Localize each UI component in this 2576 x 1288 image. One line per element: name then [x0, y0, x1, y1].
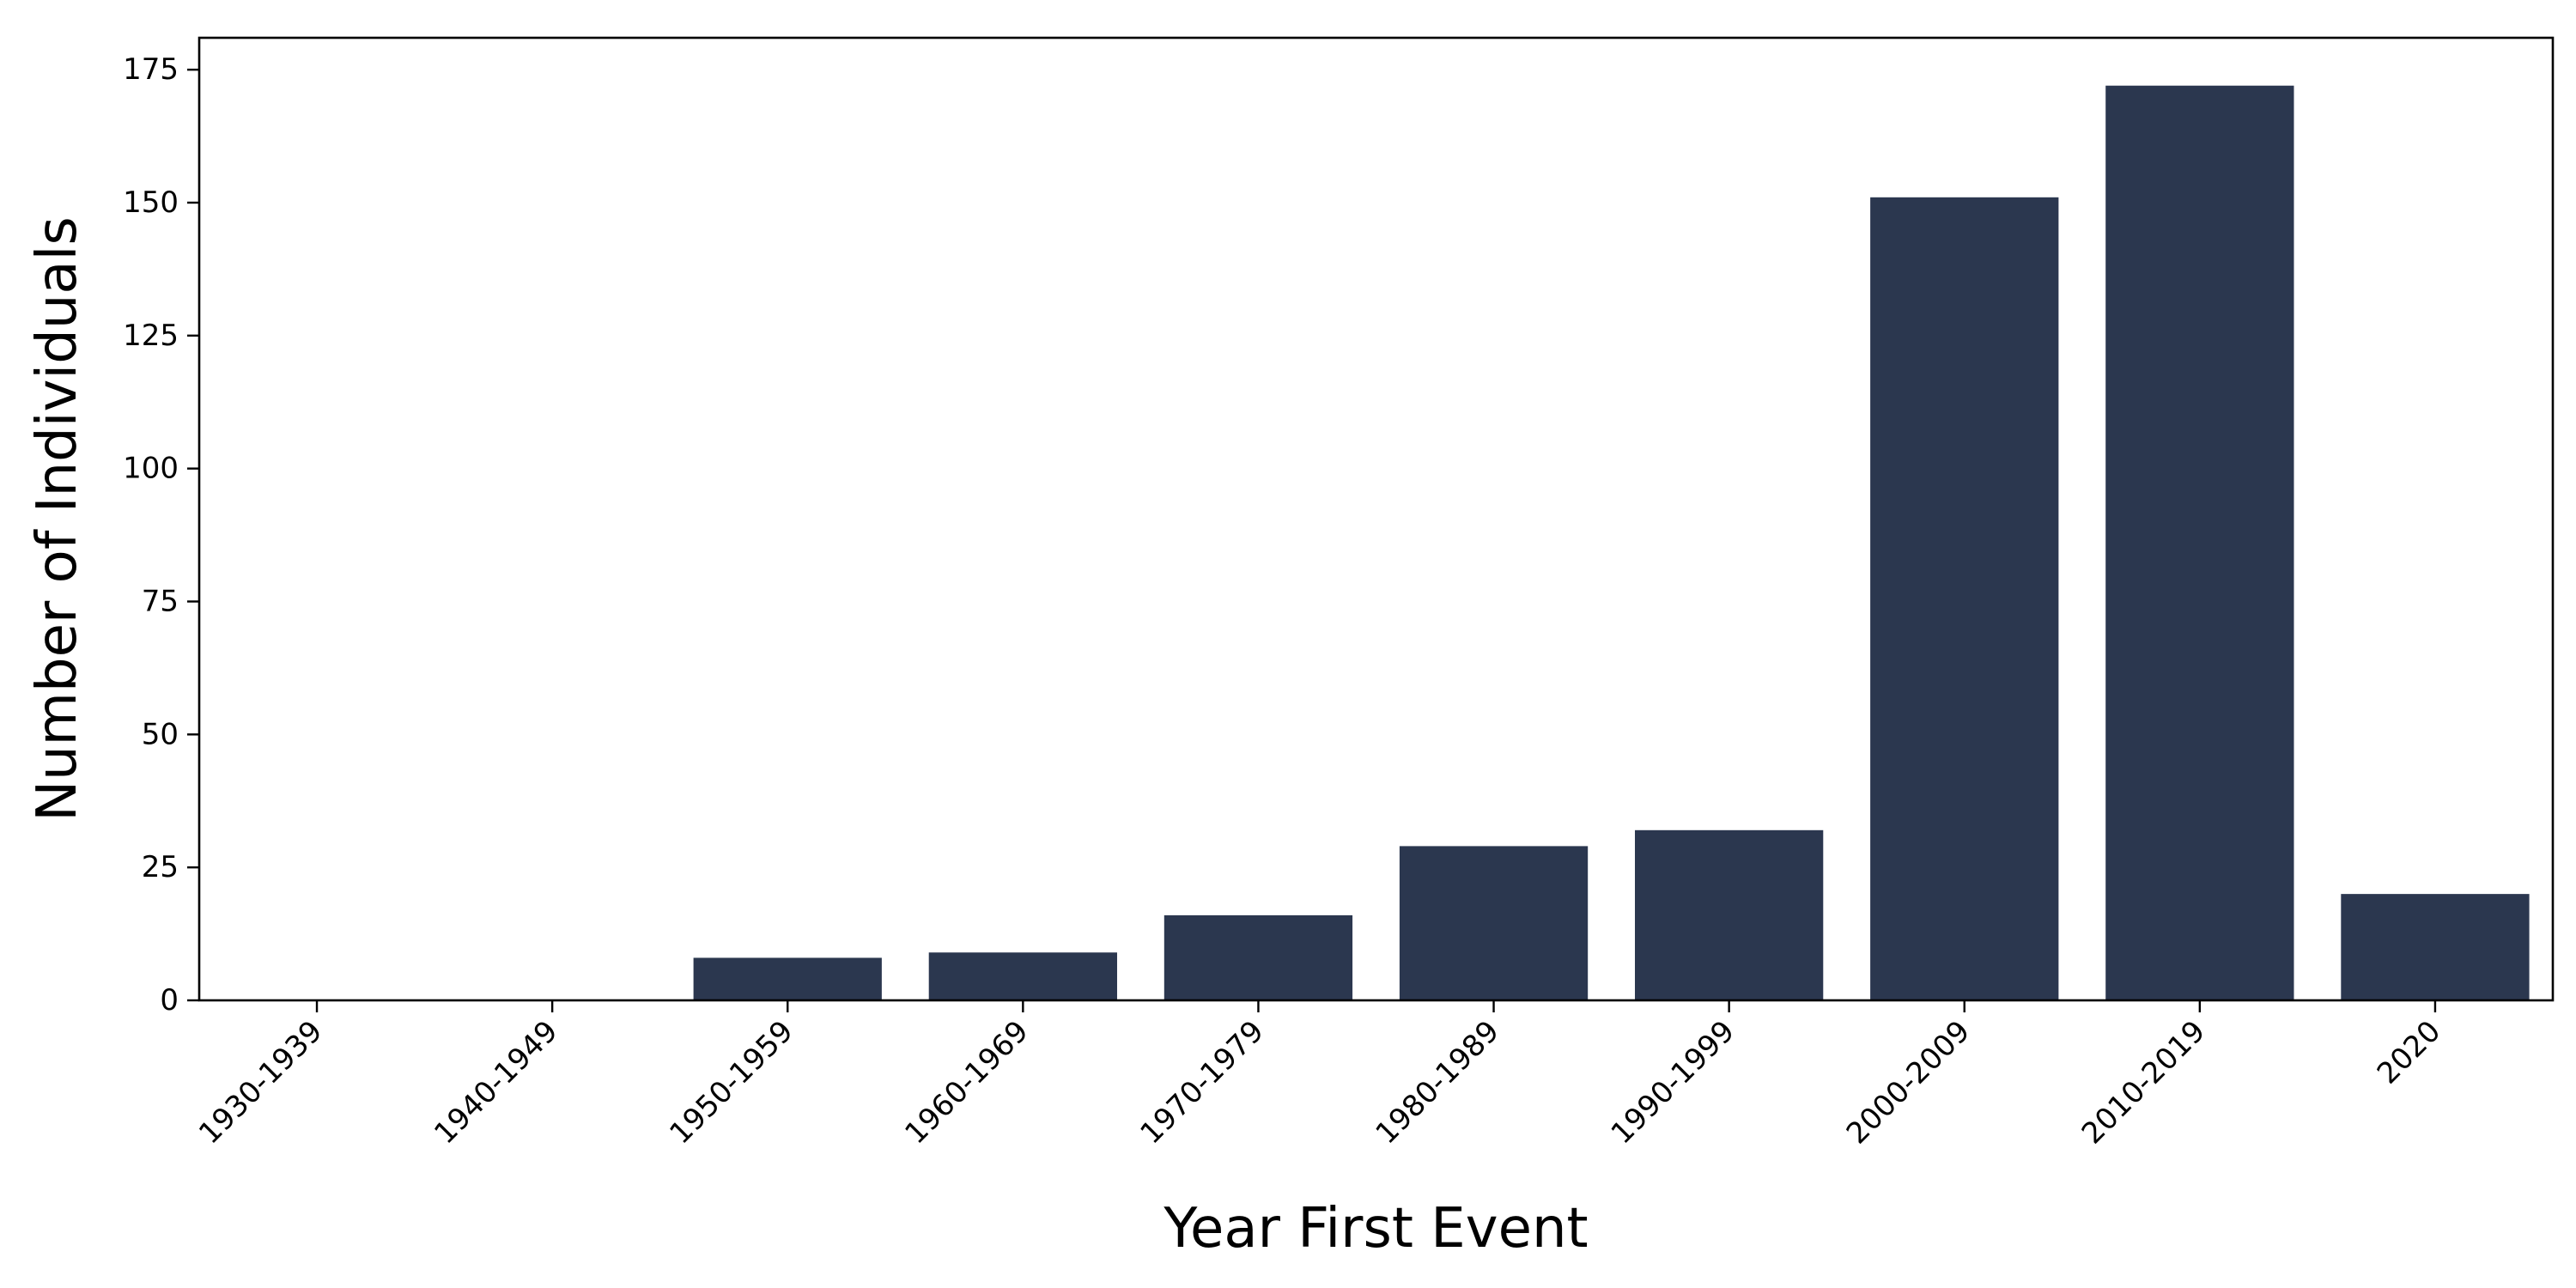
- y-tick-label: 50: [142, 717, 179, 751]
- bar-2010-2019: [2105, 85, 2294, 1000]
- x-axis-label: Year First Event: [1163, 1197, 1588, 1261]
- bar-1970-1979: [1163, 914, 1353, 1000]
- plot-frame: [197, 36, 2555, 1002]
- x-tick-label: 2020: [2371, 1014, 2447, 1091]
- x-tick-label: 2000-2009: [1840, 1014, 1977, 1151]
- bar-2020: [2341, 894, 2530, 1000]
- bar-1980-1989: [1399, 846, 1589, 1000]
- x-tick-label: 2010-2019: [2075, 1014, 2212, 1151]
- y-tick-label: 0: [160, 983, 179, 1018]
- x-tick-label: 1970-1979: [1133, 1014, 1270, 1151]
- y-tick-label: 150: [123, 185, 179, 220]
- x-tick-label: 1960-1969: [898, 1014, 1035, 1151]
- bar-1990-1999: [1635, 829, 1824, 1000]
- x-tick-label: 1990-1999: [1605, 1014, 1741, 1151]
- bar-2000-2009: [1870, 197, 2059, 1001]
- x-axis: 1930-1939 1940-1949 1950-1959 1960-1969 1970…: [192, 1000, 2447, 1151]
- x-tick-label: 1930-1939: [192, 1014, 329, 1151]
- bar-1960-1969: [928, 952, 1117, 1000]
- bars-layer: [693, 85, 2530, 1001]
- y-tick-label: 25: [142, 850, 179, 884]
- bar-1950-1959: [693, 957, 882, 1000]
- x-tick-label: 1950-1959: [663, 1014, 799, 1151]
- y-tick-label: 75: [142, 584, 179, 618]
- y-axis-label: Number of Individuals: [26, 216, 89, 822]
- y-axis: 0 25 50 75 100 125 150 175: [123, 52, 199, 1018]
- y-tick-label: 100: [123, 452, 179, 486]
- x-tick-label: 1940-1949: [428, 1014, 564, 1151]
- x-tick-label: 1980-1989: [1370, 1014, 1506, 1151]
- y-tick-label: 175: [123, 52, 179, 87]
- y-tick-label: 125: [123, 319, 179, 353]
